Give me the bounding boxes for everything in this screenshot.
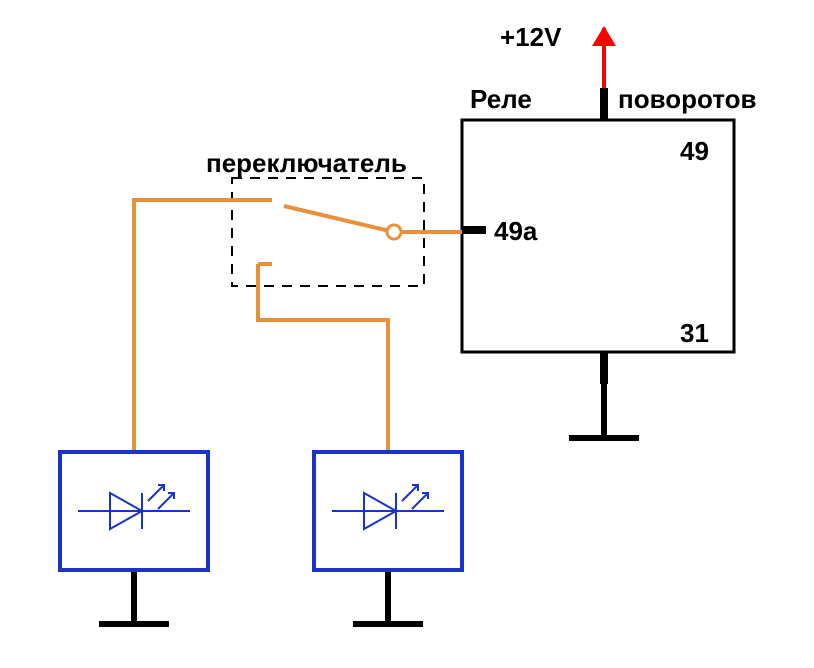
label-relay_left: Реле	[470, 84, 532, 114]
label-pin49: 49	[680, 136, 709, 166]
label-relay_right: поворотов	[618, 84, 756, 114]
switch-pivot	[387, 225, 401, 239]
label-switch: переключатель	[206, 148, 407, 178]
label-pin31: 31	[680, 318, 709, 348]
circuit-diagram: +12V Реле поворотов переключатель 49 49а 31	[0, 0, 814, 668]
label-voltage: +12V	[500, 22, 562, 52]
label-pin49a: 49а	[494, 216, 538, 246]
